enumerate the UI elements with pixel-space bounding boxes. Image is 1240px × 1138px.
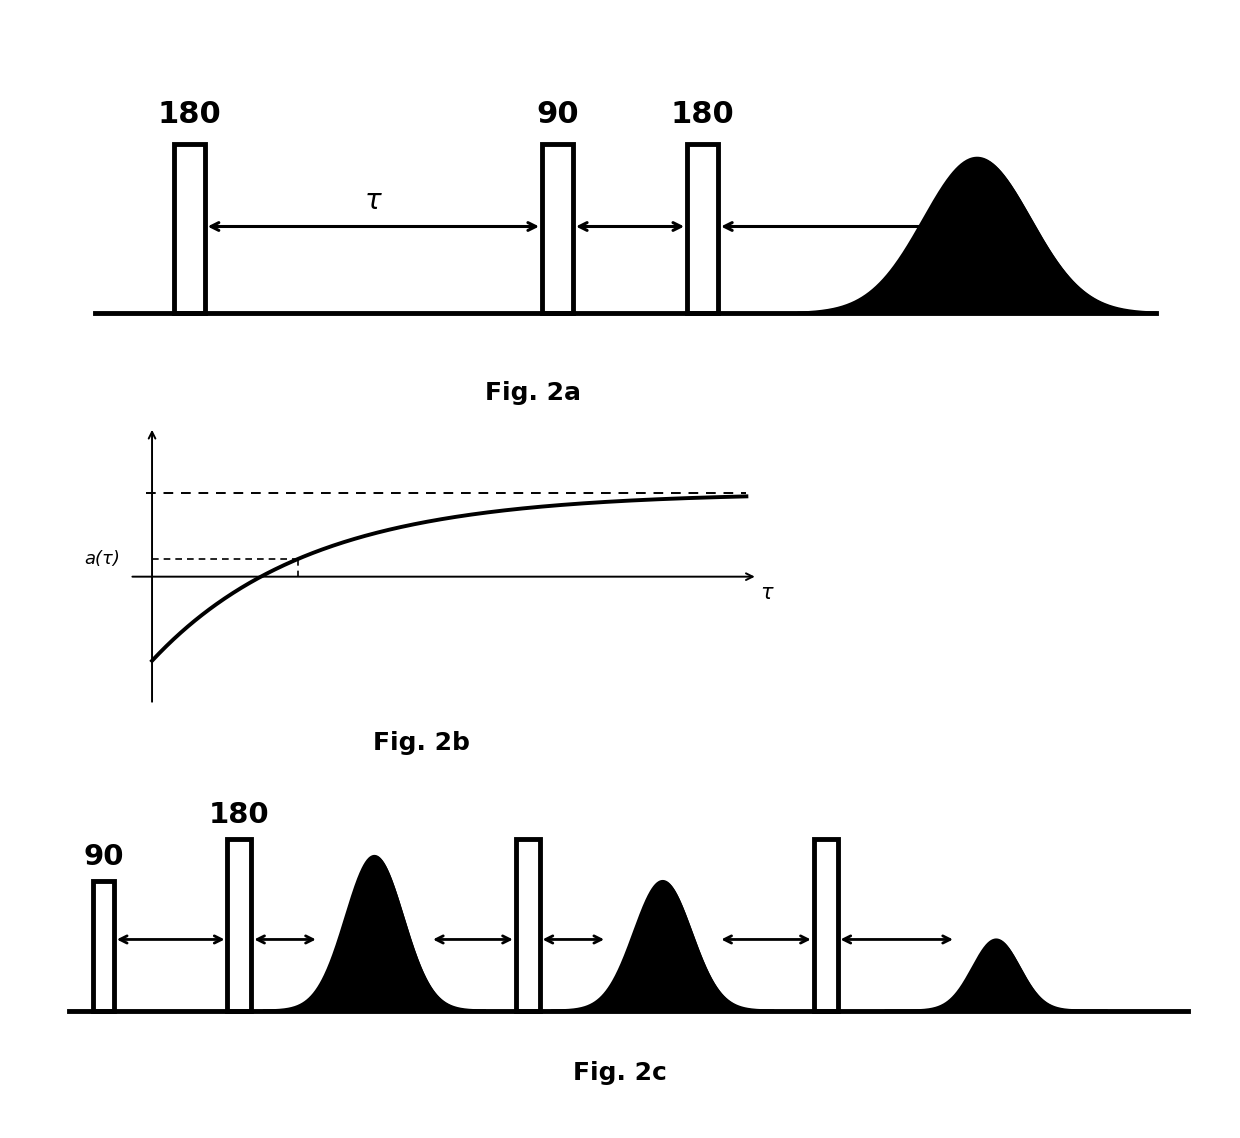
- Text: Fig. 2b: Fig. 2b: [373, 731, 470, 754]
- Text: 180: 180: [210, 801, 270, 830]
- Text: τ: τ: [760, 584, 773, 603]
- Text: τ: τ: [365, 187, 382, 215]
- Bar: [687, 143, 718, 313]
- Bar: [174, 143, 205, 313]
- Bar: [227, 839, 252, 1011]
- Bar: [93, 881, 114, 1011]
- Text: a(τ): a(τ): [84, 550, 120, 568]
- Text: 90: 90: [83, 843, 124, 871]
- Text: 180: 180: [157, 100, 221, 130]
- Text: 180: 180: [671, 100, 734, 130]
- Bar: [516, 839, 539, 1011]
- Text: 90: 90: [536, 100, 579, 130]
- Text: Fig. 2c: Fig. 2c: [573, 1061, 667, 1085]
- Bar: [542, 143, 573, 313]
- Text: Fig. 2a: Fig. 2a: [485, 381, 582, 405]
- Bar: [813, 839, 838, 1011]
